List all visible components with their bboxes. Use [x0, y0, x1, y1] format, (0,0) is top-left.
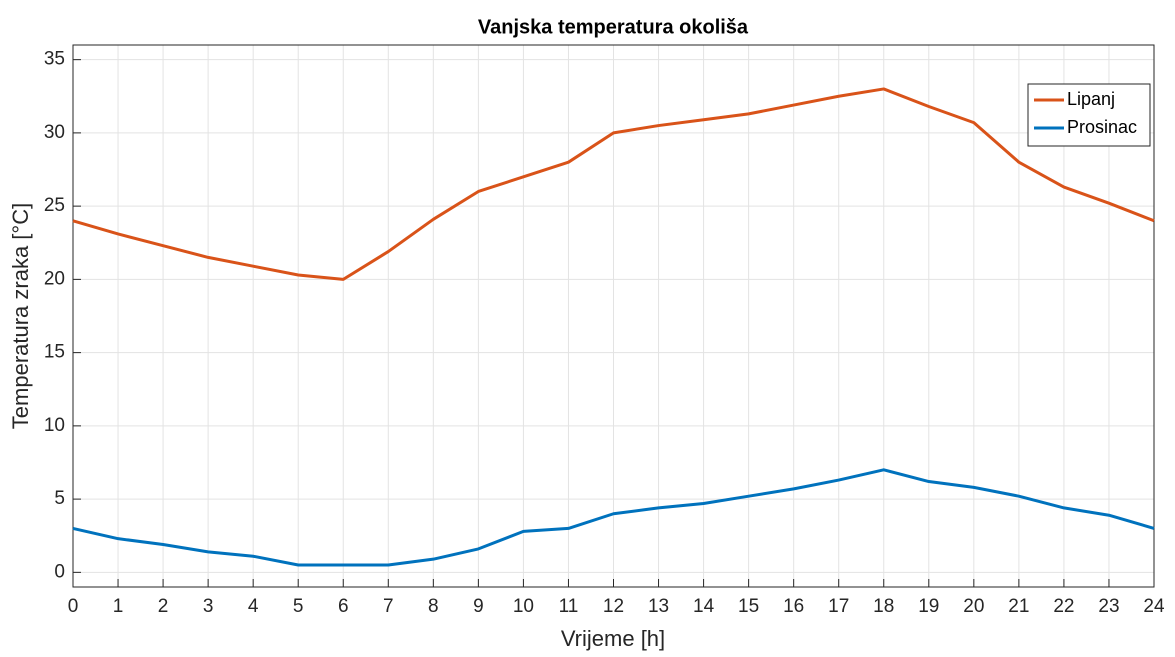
- x-tick-label: 20: [963, 596, 984, 617]
- x-tick-label: 22: [1053, 596, 1074, 617]
- y-tick-label: 10: [44, 415, 65, 436]
- x-tick-label: 6: [338, 596, 349, 617]
- x-tick-label: 0: [68, 596, 79, 617]
- x-tick-label: 4: [248, 596, 259, 617]
- x-tick-label: 2: [158, 596, 169, 617]
- x-tick-label: 16: [783, 596, 804, 617]
- x-tick-label: 14: [693, 596, 715, 617]
- x-tick-label: 15: [738, 596, 759, 617]
- legend-label: Prosinac: [1067, 117, 1137, 137]
- x-tick-label: 3: [203, 596, 214, 617]
- x-tick-label: 8: [428, 596, 439, 617]
- chart-title: Vanjska temperatura okoliša: [478, 16, 749, 38]
- y-tick-label: 0: [54, 561, 65, 582]
- x-tick-label: 5: [293, 596, 304, 617]
- y-tick-label: 15: [44, 342, 65, 363]
- x-axis-label: Vrijeme [h]: [561, 626, 665, 651]
- x-tick-label: 17: [828, 596, 849, 617]
- x-tick-label: 19: [918, 596, 939, 617]
- y-tick-label: 25: [44, 195, 65, 216]
- x-tick-label: 13: [648, 596, 669, 617]
- y-tick-label: 30: [44, 122, 65, 143]
- x-tick-label: 18: [873, 596, 894, 617]
- x-tick-label: 9: [473, 596, 484, 617]
- x-tick-label: 11: [559, 596, 579, 617]
- line-series: [72, 87, 1155, 281]
- y-tick-label: 5: [54, 488, 65, 509]
- y-axis-label: Temperatura zraka [°C]: [8, 203, 33, 429]
- x-tick-label: 7: [383, 596, 394, 617]
- line-series: [72, 468, 1155, 567]
- x-tick-label: 1: [113, 596, 124, 617]
- y-tick-label: 20: [44, 268, 65, 289]
- x-tick-label: 24: [1143, 596, 1165, 617]
- plot-frame: [72, 44, 1155, 588]
- x-tick-label: 23: [1098, 596, 1119, 617]
- x-tick-label: 21: [1008, 596, 1029, 617]
- y-tick-label: 35: [44, 49, 65, 70]
- legend-box: [1027, 83, 1151, 147]
- legend-label: Lipanj: [1067, 89, 1115, 109]
- x-tick-label: 12: [603, 596, 624, 617]
- x-tick-label: 10: [513, 596, 534, 617]
